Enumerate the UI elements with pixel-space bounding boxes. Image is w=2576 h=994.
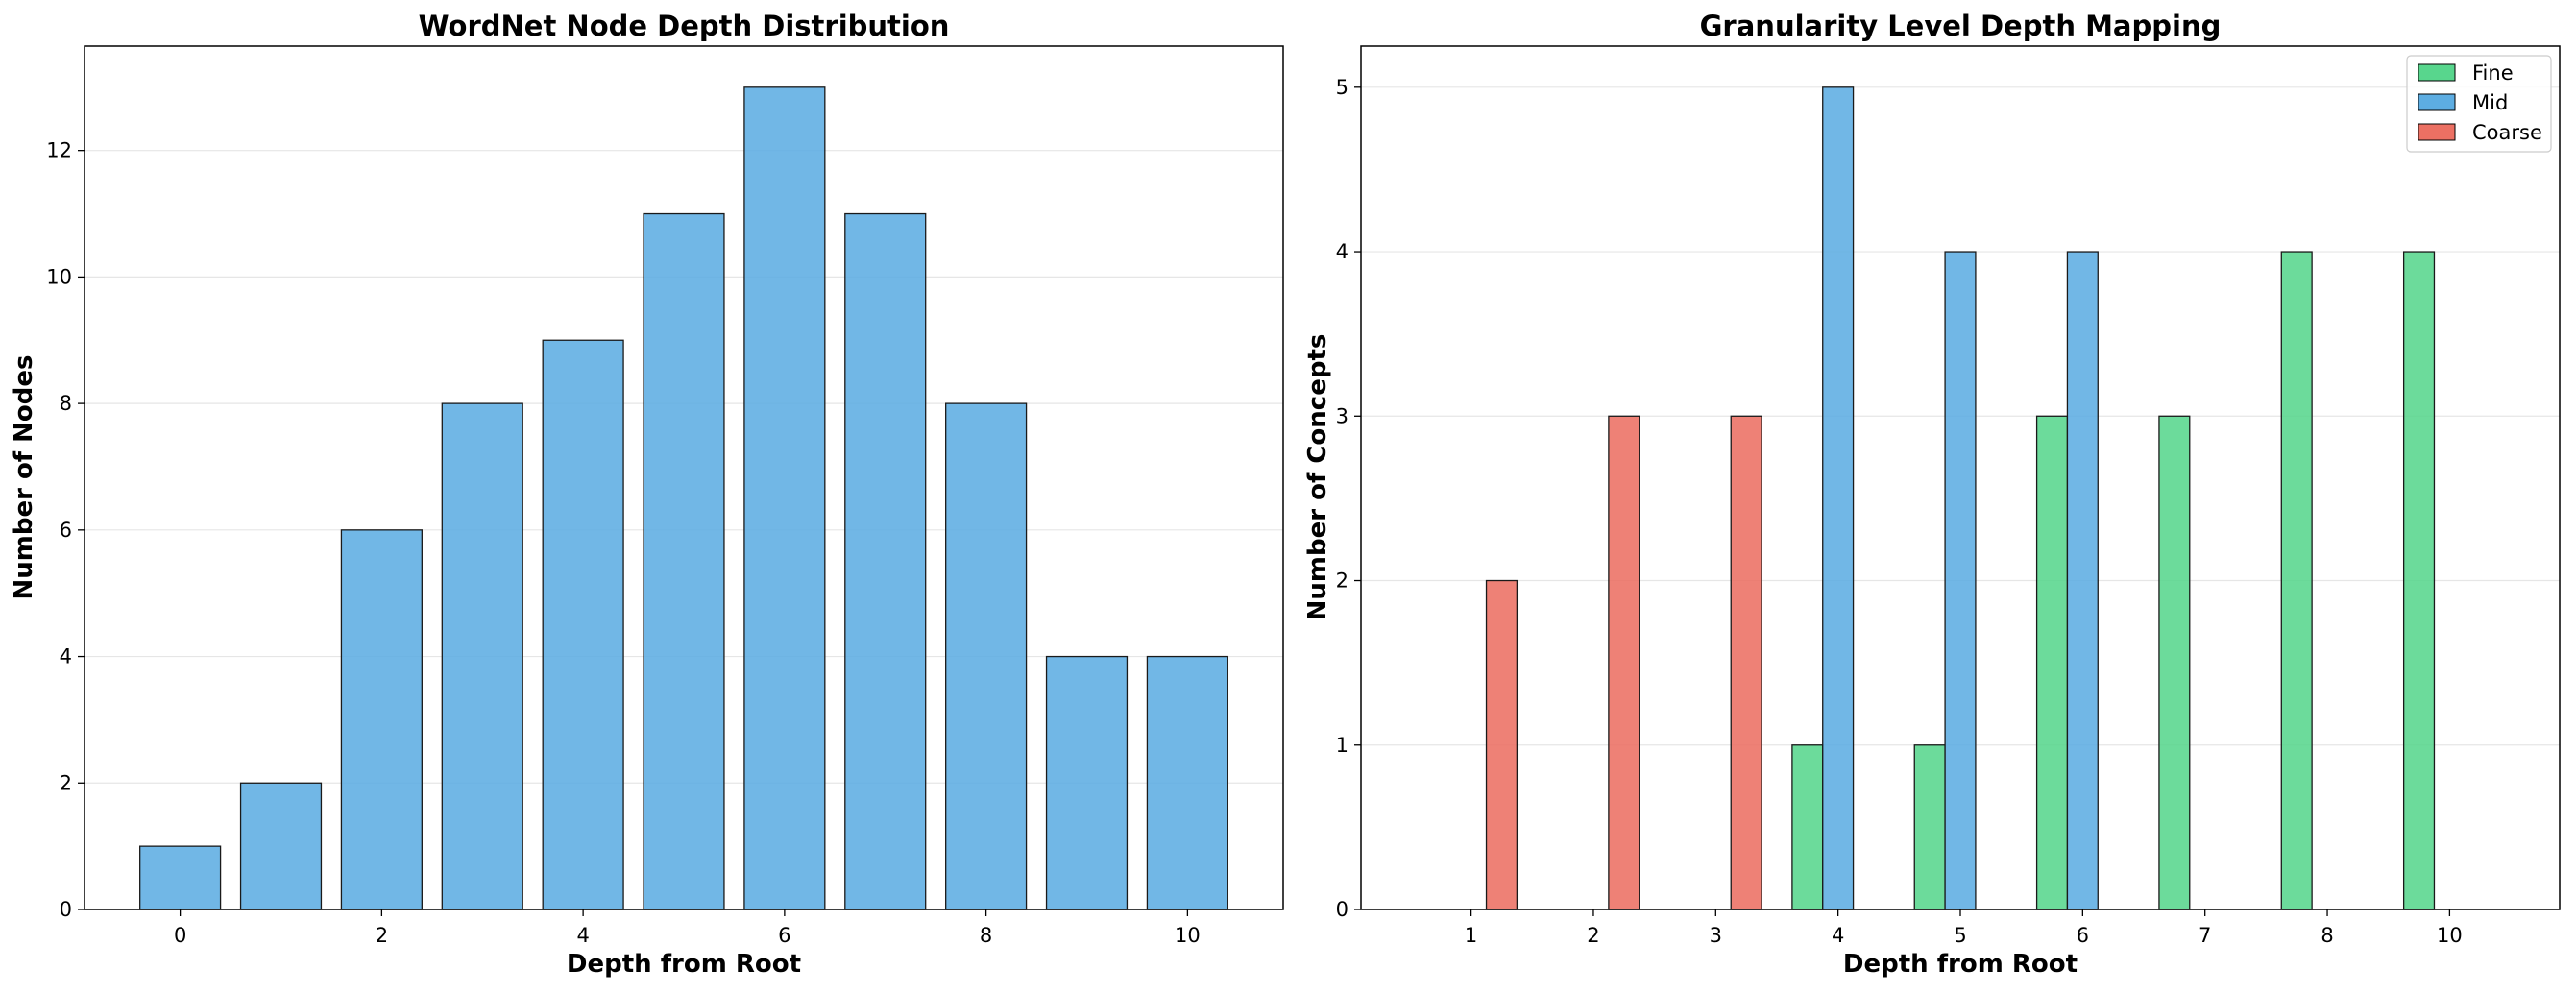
p1-bar (139, 845, 222, 910)
p1-title: WordNet Node Depth Distribution (419, 10, 950, 42)
p2-bar-coarse (1608, 415, 1640, 910)
p2-bar-mid (2066, 251, 2099, 910)
p1-y-tick-label: 8 (60, 392, 72, 415)
p2-y-tick-label: 5 (1336, 76, 1349, 99)
p1-y-axis-label: Number of Nodes (10, 354, 38, 599)
p1-bar (844, 212, 927, 910)
p2-y-tick-label: 1 (1336, 734, 1349, 757)
p1-y-tick-label: 4 (60, 645, 72, 668)
p1-bar (945, 402, 1028, 910)
p2-x-ticks: 1 2 3 4 5 6 7 8 10 (1465, 909, 2463, 947)
p2-title: Granularity Level Depth Mapping (1700, 10, 2222, 42)
legend-swatch-mid (2418, 93, 2456, 111)
p2-bar-coarse (1485, 579, 1519, 910)
p2-x-axis-label: Depth from Root (1843, 950, 2078, 979)
p1-x-tick-label: 6 (778, 924, 790, 947)
legend-label-mid: Mid (2472, 91, 2508, 114)
p2-y-tick-label: 0 (1336, 898, 1349, 921)
p2-x-tick-label: 3 (1710, 924, 1722, 947)
p1-axes-frame (84, 45, 1284, 910)
p2-x-tick-label: 8 (2321, 924, 2333, 947)
p1-y-tick-label: 6 (60, 519, 72, 542)
p1-x-tick-label: 10 (1175, 924, 1201, 947)
p2-x-tick-label: 5 (1954, 924, 1966, 947)
p1-bar (239, 782, 323, 910)
p2-x-tick-label: 6 (2077, 924, 2089, 947)
p2-bar-mid (1822, 86, 1855, 910)
p1-y-ticks: 0 2 4 6 8 10 12 (46, 139, 85, 921)
p1-bar (1146, 655, 1228, 910)
p1-x-tick-label: 0 (174, 924, 186, 947)
p2-bar-fine (1913, 744, 1946, 910)
p1-y-tick-label: 0 (60, 898, 72, 921)
legend-swatch-fine (2418, 63, 2456, 82)
p1-y-tick-label: 10 (46, 265, 72, 288)
p2-bar-fine (1791, 744, 1824, 910)
p2-y-tick-label: 2 (1336, 570, 1349, 593)
legend-label-coarse: Coarse (2472, 121, 2542, 144)
p2-bar-fine (2402, 251, 2436, 910)
p2-y-axis-label: Number of Concepts (1303, 334, 1332, 621)
p1-bar (441, 402, 523, 910)
legend-swatch-coarse (2418, 123, 2456, 141)
p1-bar (542, 339, 624, 910)
p2-x-tick-label: 2 (1587, 924, 1599, 947)
p2-bar-fine (2035, 415, 2069, 910)
p2-y-tick-label: 4 (1336, 240, 1349, 263)
p2-x-tick-label: 10 (2437, 924, 2463, 947)
p1-x-tick-label: 8 (980, 924, 992, 947)
p2-bar-coarse (1730, 415, 1762, 910)
panel-granularity-mapping: 1 2 3 4 5 6 7 8 10 0 1 2 3 4 5 Granularity Level Dept… (1303, 10, 2561, 979)
p1-y-tick-label: 2 (60, 771, 72, 794)
p2-bars (1485, 86, 2436, 910)
p2-bar-mid (1944, 251, 1977, 910)
p1-x-tick-label: 4 (576, 924, 589, 947)
p2-x-tick-label: 1 (1465, 924, 1477, 947)
legend-label-fine: Fine (2472, 61, 2514, 85)
p1-bar (1045, 655, 1129, 910)
p2-y-tick-label: 3 (1336, 404, 1349, 427)
legend: Fine Mid Coarse (2406, 55, 2552, 153)
p2-x-tick-label: 7 (2199, 924, 2211, 947)
p1-y-tick-label: 12 (46, 139, 72, 162)
p1-x-tick-label: 2 (376, 924, 388, 947)
p2-y-ticks: 0 1 2 3 4 5 (1336, 76, 1361, 921)
p1-x-axis-label: Depth from Root (567, 950, 801, 979)
panel-depth-distribution: 0 2 4 6 8 10 0 2 4 6 8 10 12 WordNet Node Depth Dis… (10, 10, 1284, 979)
p2-bar-fine (2280, 251, 2313, 910)
p1-bar (340, 529, 423, 910)
p1-bars (139, 86, 1228, 910)
p1-bar (743, 86, 826, 910)
p2-bar-fine (2158, 415, 2191, 910)
p1-bar (643, 212, 725, 910)
p1-x-ticks: 0 2 4 6 8 10 (174, 909, 1201, 947)
p2-x-tick-label: 4 (1832, 924, 1844, 947)
